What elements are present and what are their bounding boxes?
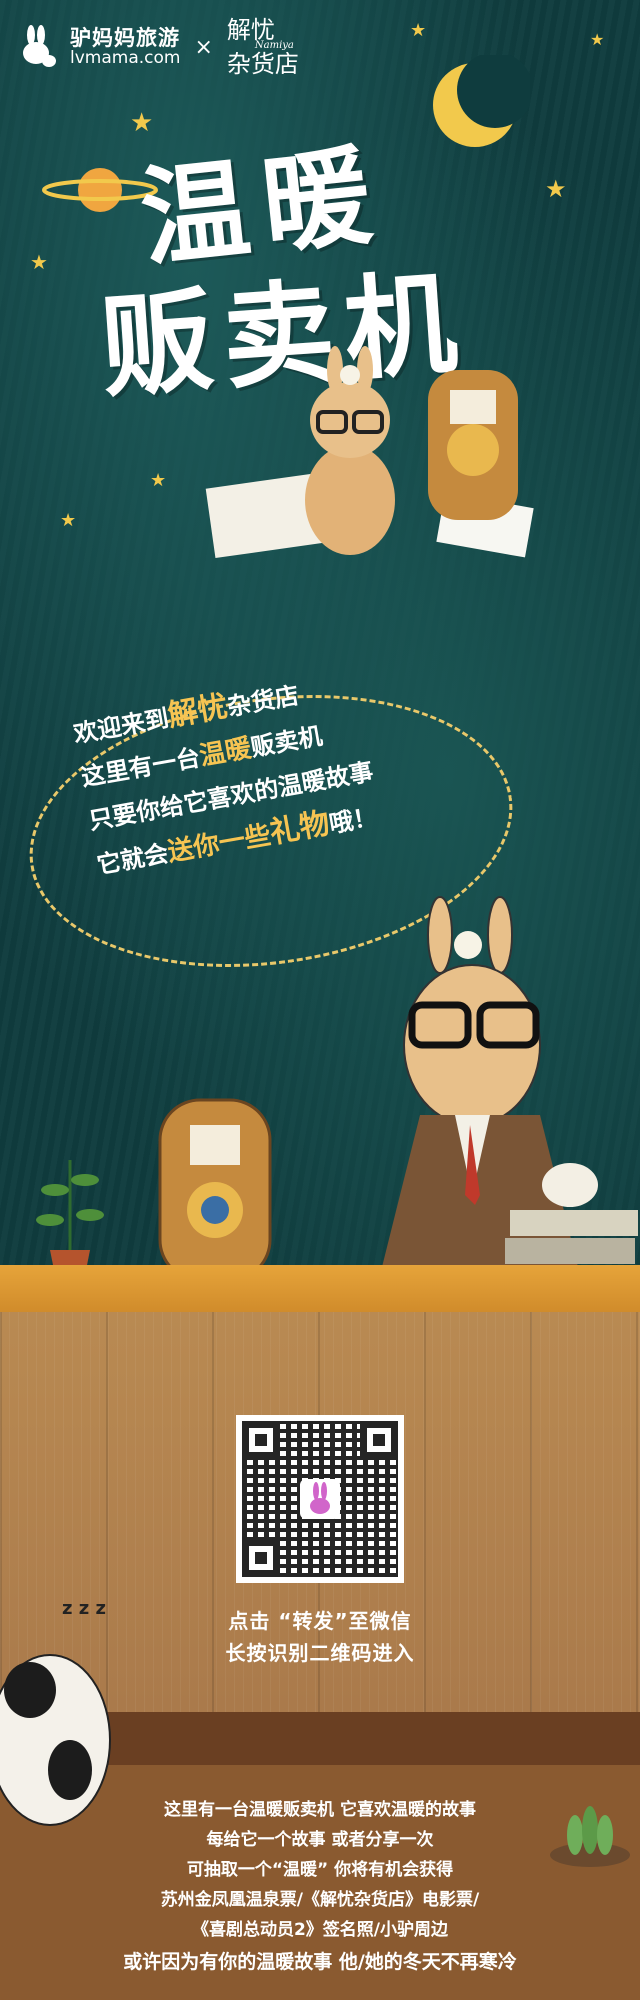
bubble-highlight: 温暖 <box>197 733 254 772</box>
qr-finder-icon <box>242 1421 280 1459</box>
potted-plant-illustration <box>36 1160 104 1280</box>
lvmama-bunny-logo-icon <box>23 25 56 68</box>
star-icon: ★ <box>590 30 605 49</box>
partner-line2: 杂货店 <box>226 49 299 78</box>
partner-en: Namiya <box>254 40 294 52</box>
sleeping-dog-illustration <box>0 1654 111 1826</box>
star-icon: ★ <box>130 108 154 138</box>
lvmama-brand: 驴妈妈旅游 lvmama.com <box>70 27 180 67</box>
description-line: 这里有一台温暖贩卖机 它喜欢温暖的故事 <box>164 1800 476 1820</box>
floor-area <box>0 1765 640 2000</box>
scan-instruction-1: 点击 “转发”至微信 <box>228 1609 412 1633</box>
succulent-illustration <box>550 1806 630 1867</box>
bubble-text: 杂货店 <box>225 681 301 722</box>
bubble-text: 贩卖机 <box>248 721 325 762</box>
sleep-zzz: z z z <box>62 1598 106 1619</box>
description-line: 可抽取一个“温暖” 你将有机会获得 <box>186 1860 454 1880</box>
star-icon: ★ <box>545 175 567 203</box>
donkey-jukebox-illustration <box>205 346 534 559</box>
star-icon: ★ <box>30 250 48 274</box>
donkey-shopkeeper-illustration <box>380 896 580 1275</box>
header-logos: 驴妈妈旅游 lvmama.com × 解忧 Namiya 杂货店 <box>16 16 299 78</box>
counter-top <box>0 1265 640 1315</box>
scan-instruction-2: 长按识别二维码进入 <box>225 1641 415 1665</box>
qr-finder-icon <box>242 1539 280 1577</box>
qr-code[interactable] <box>236 1415 404 1583</box>
qr-center-logo-icon <box>300 1479 340 1519</box>
night-sky-background <box>0 0 640 1290</box>
star-icon: ★ <box>60 510 77 531</box>
qr-code-pattern <box>242 1421 398 1577</box>
description-line: 《喜剧总动员2》签名照/小驴周边 <box>191 1920 449 1940</box>
partner-logo: 解忧 Namiya 杂货店 <box>226 16 299 78</box>
vending-jukebox-illustration <box>158 1098 272 1280</box>
bubble-text: 它就会 <box>94 839 171 880</box>
description-line: 或许因为有你的温暖故事 他/她的冬天不再寒冷 <box>123 1951 517 1973</box>
bubble-highlight: 礼物 <box>267 805 333 851</box>
collab-separator: × <box>194 34 213 60</box>
star-icon: ★ <box>150 470 167 491</box>
bubble-text: 哦！ <box>327 802 380 839</box>
star-icon: ★ <box>410 20 427 41</box>
planet-icon <box>42 168 158 212</box>
bubble-highlight: 解忧 <box>165 688 231 734</box>
description-line: 苏州金凤凰温泉票/《解忧杂货店》电影票/ <box>160 1890 480 1910</box>
brand-name-cn: 驴妈妈旅游 <box>70 26 180 51</box>
brand-name-en: lvmama.com <box>70 47 181 68</box>
qr-finder-icon <box>360 1421 398 1459</box>
description-line: 每给它一个故事 或者分享一次 <box>206 1830 434 1850</box>
crescent-moon-icon <box>433 55 530 147</box>
partner-line1: 解忧 <box>226 16 275 44</box>
